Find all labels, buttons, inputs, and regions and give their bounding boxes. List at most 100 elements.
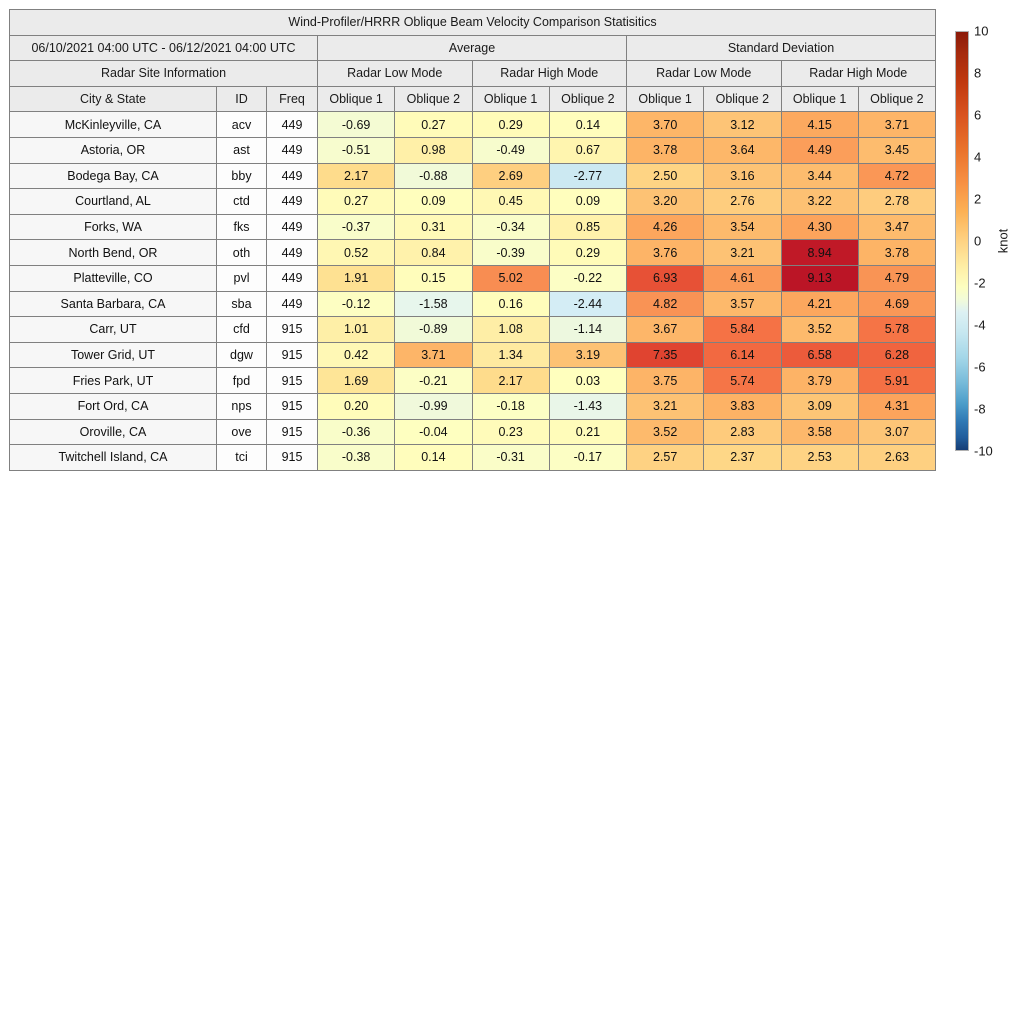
- cell-site-id: ctd: [216, 188, 267, 215]
- cell-avg-low-oblique1: 1.69: [316, 367, 396, 394]
- cell-sd-high-oblique2: 5.91: [857, 367, 937, 394]
- cell-sd-low-oblique1: 3.20: [625, 188, 705, 215]
- cell-avg-low-oblique1: -0.38: [316, 444, 396, 471]
- cell-city-state: Twitchell Island, CA: [9, 444, 217, 471]
- cell-site-id: oth: [216, 239, 267, 266]
- cell-city-state: Platteville, CO: [9, 264, 217, 292]
- cell-sd-high-oblique1: 3.09: [780, 392, 859, 420]
- table-row[interactable]: Fort Ord, CA nps 915 0.20 -0.99 -0.18 -1.43 3.2…: [9, 392, 937, 420]
- table-row[interactable]: Carr, UT cfd 915 1.01 -0.89 1.08 -1.14 3.67 5.84…: [9, 316, 937, 343]
- cell-avg-high-oblique1: 0.23: [471, 418, 550, 446]
- table-row[interactable]: Bodega Bay, CA bby 449 2.17 -0.88 2.69 -2.77 2.…: [9, 162, 937, 190]
- cell-sd-low-oblique1: 7.35: [625, 341, 705, 369]
- cell-avg-low-oblique2: 0.14: [394, 444, 473, 471]
- cell-sd-high-oblique1: 9.13: [780, 264, 859, 292]
- cell-avg-high-oblique1: 0.29: [471, 111, 550, 138]
- table-row[interactable]: North Bend, OR oth 449 0.52 0.84 -0.39 0.29 3.7…: [9, 239, 937, 266]
- cell-avg-high-oblique2: -0.17: [548, 444, 628, 471]
- cell-sd-high-oblique1: 8.94: [780, 239, 859, 266]
- cell-avg-high-oblique2: 0.29: [548, 239, 628, 266]
- column-header-freq: Freq: [266, 85, 318, 113]
- cell-site-id: sba: [216, 290, 267, 318]
- cell-avg-low-oblique1: -0.36: [316, 418, 396, 446]
- cell-sd-high-oblique2: 4.72: [857, 162, 937, 190]
- cell-sd-low-oblique1: 3.67: [625, 316, 705, 343]
- cell-city-state: North Bend, OR: [9, 239, 217, 266]
- cell-sd-low-oblique1: 4.82: [625, 290, 705, 318]
- cell-site-id: nps: [216, 392, 267, 420]
- cell-sd-high-oblique2: 4.69: [857, 290, 937, 318]
- colorbar-tick-2: 6: [974, 107, 982, 123]
- cell-sd-low-oblique2: 3.54: [703, 213, 782, 241]
- cell-avg-low-oblique2: -0.99: [394, 392, 473, 420]
- cell-sd-low-oblique2: 5.74: [703, 367, 782, 394]
- cell-avg-high-oblique2: 0.03: [548, 367, 628, 394]
- table-row[interactable]: Oroville, CA ove 915 -0.36 -0.04 0.23 0.21 3.52…: [9, 418, 937, 446]
- colorbar-tick-10: -10: [974, 443, 993, 459]
- cell-avg-high-oblique1: -0.49: [471, 136, 550, 164]
- cell-sd-low-oblique2: 3.16: [703, 162, 782, 190]
- cell-sd-low-oblique2: 3.12: [703, 111, 782, 138]
- cell-avg-low-oblique2: 0.98: [394, 136, 473, 164]
- table-row[interactable]: Santa Barbara, CA sba 449 -0.12 -1.58 0.16 -2.…: [9, 290, 937, 318]
- cell-frequency: 915: [266, 367, 318, 394]
- table-row[interactable]: Platteville, CO pvl 449 1.91 0.15 5.02 -0.22 6.…: [9, 264, 937, 292]
- cell-avg-high-oblique2: -1.14: [548, 316, 628, 343]
- table-row[interactable]: Tower Grid, UT dgw 915 0.42 3.71 1.34 3.19 7.35…: [9, 341, 937, 369]
- table-row[interactable]: Astoria, OR ast 449 -0.51 0.98 -0.49 0.67 3.78 3…: [9, 136, 937, 164]
- cell-sd-low-oblique2: 5.84: [703, 316, 782, 343]
- cell-site-id: ast: [216, 136, 267, 164]
- subgroup-header-stddev-low-mode: Radar Low Mode: [626, 60, 782, 87]
- cell-sd-high-oblique2: 6.28: [857, 341, 937, 369]
- colorbar-tick-4: 2: [974, 191, 982, 207]
- cell-frequency: 449: [266, 162, 318, 190]
- cell-city-state: Bodega Bay, CA: [9, 162, 217, 190]
- cell-site-id: cfd: [216, 316, 267, 343]
- column-header-sd-low-oblique2: Oblique 2: [703, 85, 782, 113]
- cell-avg-low-oblique2: 3.71: [394, 341, 473, 369]
- cell-frequency: 915: [266, 392, 318, 420]
- table-row[interactable]: Courtland, AL ctd 449 0.27 0.09 0.45 0.09 3.20 2…: [9, 188, 937, 215]
- cell-city-state: Courtland, AL: [9, 188, 217, 215]
- table-row[interactable]: Forks, WA fks 449 -0.37 0.31 -0.34 0.85 4.26 3.5…: [9, 213, 937, 241]
- cell-frequency: 449: [266, 111, 318, 138]
- colorbar-tick-9: -8: [974, 401, 986, 417]
- cell-sd-low-oblique2: 3.21: [703, 239, 782, 266]
- column-header-sd-high-oblique2: Oblique 2: [857, 85, 937, 113]
- cell-avg-low-oblique1: -0.69: [316, 111, 396, 138]
- cell-sd-high-oblique2: 3.07: [857, 418, 937, 446]
- cell-sd-low-oblique2: 2.37: [703, 444, 782, 471]
- cell-sd-low-oblique2: 2.76: [703, 188, 782, 215]
- cell-avg-high-oblique2: -1.43: [548, 392, 628, 420]
- colorbar-tick-5: 0: [974, 233, 982, 249]
- table-row[interactable]: Twitchell Island, CA tci 915 -0.38 0.14 -0.31…: [9, 444, 937, 471]
- cell-site-id: bby: [216, 162, 267, 190]
- cell-site-id: tci: [216, 444, 267, 471]
- cell-sd-low-oblique1: 3.70: [625, 111, 705, 138]
- statistics-table: Wind-Profiler/HRRR Oblique Beam Velocity…: [9, 9, 937, 471]
- cell-avg-low-oblique1: 0.27: [316, 188, 396, 215]
- cell-frequency: 449: [266, 213, 318, 241]
- cell-sd-high-oblique2: 2.63: [857, 444, 937, 471]
- table-row[interactable]: Fries Park, UT fpd 915 1.69 -0.21 2.17 0.03 3.7…: [9, 367, 937, 394]
- cell-sd-low-oblique2: 4.61: [703, 264, 782, 292]
- cell-frequency: 449: [266, 264, 318, 292]
- column-header-sd-high-oblique1: Oblique 1: [780, 85, 859, 113]
- table-row[interactable]: McKinleyville, CA acv 449 -0.69 0.27 0.29 0.14…: [9, 111, 937, 138]
- column-header-avg-low-oblique1: Oblique 1: [316, 85, 396, 113]
- cell-avg-low-oblique1: -0.12: [316, 290, 396, 318]
- cell-avg-high-oblique1: 1.34: [471, 341, 550, 369]
- colorbar-tick-8: -6: [974, 359, 986, 375]
- cell-avg-low-oblique1: 1.91: [316, 264, 396, 292]
- cell-city-state: Carr, UT: [9, 316, 217, 343]
- cell-sd-low-oblique2: 3.57: [703, 290, 782, 318]
- statistics-table-container: Wind-Profiler/HRRR Oblique Beam Velocity…: [9, 9, 937, 471]
- cell-site-id: pvl: [216, 264, 267, 292]
- colorbar-tick-1: 8: [974, 65, 982, 81]
- cell-site-id: acv: [216, 111, 267, 138]
- colorbar-tick-7: -4: [974, 317, 986, 333]
- cell-frequency: 449: [266, 188, 318, 215]
- cell-avg-low-oblique2: -0.89: [394, 316, 473, 343]
- cell-sd-low-oblique1: 4.26: [625, 213, 705, 241]
